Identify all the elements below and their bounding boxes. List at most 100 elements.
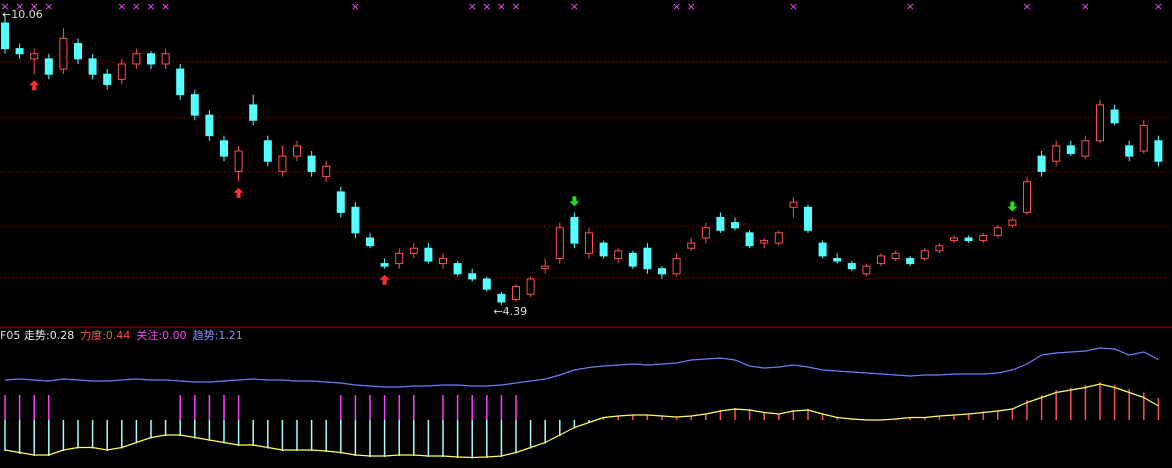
cross-marker: × [1154, 0, 1163, 13]
candle-body [804, 206, 812, 231]
cross-marker: × [161, 0, 170, 13]
candle-body [1154, 140, 1163, 162]
cross-marker: × [672, 0, 681, 13]
cross-marker: × [132, 0, 141, 13]
candle-body [993, 227, 1002, 236]
candle-body [570, 217, 579, 244]
cross-marker: × [117, 0, 126, 13]
cross-marker: × [497, 0, 506, 13]
cross-marker: × [0, 0, 9, 13]
legend-entry: 趋势:1.21 [193, 329, 243, 342]
candle-body [497, 293, 506, 303]
candle-body [628, 252, 637, 267]
low-label: ←4.39 [493, 305, 527, 318]
candle-body [935, 245, 944, 252]
legend-entry: 走势:0.28 [24, 329, 74, 342]
candle-body [555, 227, 564, 259]
candle-body [293, 145, 301, 157]
candle-body [307, 155, 316, 172]
candle-body [147, 53, 155, 65]
candle-body [424, 247, 433, 262]
candle-body [220, 140, 228, 157]
candle-body [249, 104, 258, 121]
candle-body [44, 58, 53, 75]
candle-body [74, 43, 82, 60]
candle-body [891, 252, 900, 259]
signal-up-arrow [29, 80, 40, 91]
candle-body [88, 58, 97, 75]
signal-up-arrow [233, 187, 244, 198]
candle-body [1110, 109, 1119, 124]
cross-marker: × [789, 0, 798, 13]
signal-down-arrow [569, 196, 580, 207]
candle-body [701, 227, 710, 239]
candle-body [205, 114, 214, 137]
candle-body [409, 247, 418, 254]
candle-body [847, 263, 856, 270]
candle-body [453, 263, 462, 275]
cross-marker: × [482, 0, 491, 13]
candle-body [818, 242, 827, 257]
candle-body [716, 217, 725, 231]
cross-marker: × [687, 0, 696, 13]
cross-marker: × [1022, 0, 1031, 13]
legend-entry: 关注:0.00 [136, 328, 186, 342]
candle-body [920, 250, 929, 259]
high-label: ←10.06 [2, 8, 43, 21]
candle-body [59, 37, 68, 70]
cross-marker: × [351, 0, 360, 13]
candle-body [322, 165, 331, 178]
cross-marker: × [15, 0, 24, 13]
cross-marker: × [30, 0, 39, 13]
candle-body [862, 265, 871, 275]
cross-marker: × [468, 0, 477, 13]
candle-body [1081, 140, 1090, 157]
cross-marker: × [570, 0, 579, 13]
cross-marker: × [511, 0, 520, 13]
cross-marker: × [906, 0, 915, 13]
candle-body [1037, 155, 1046, 172]
signal-up-arrow [379, 274, 390, 285]
candle-body [833, 257, 842, 262]
candle-body [774, 232, 783, 244]
candle-body [789, 201, 798, 208]
candle-body [30, 53, 39, 60]
candle-body [190, 94, 199, 116]
candle-body [964, 237, 973, 242]
candle-body [541, 265, 550, 270]
cross-marker: × [1081, 0, 1090, 13]
candle-body [599, 242, 608, 257]
candle-body [1008, 219, 1017, 226]
cross-marker: × [146, 0, 155, 13]
candle-body [979, 234, 988, 242]
candle-body [614, 250, 623, 259]
indicator-title: F05 [0, 329, 20, 342]
candle-body [658, 268, 666, 275]
candle-body [585, 232, 593, 254]
candle-body [1, 22, 9, 50]
candle-body [15, 48, 24, 55]
candle-body [263, 140, 272, 162]
candle-body [687, 242, 696, 249]
candle-body [760, 240, 769, 244]
candle-body [380, 263, 389, 267]
cross-marker: × [44, 0, 53, 13]
candle-body [1052, 145, 1061, 162]
candle-body [366, 237, 374, 247]
candle-body [439, 257, 447, 265]
candle-body [103, 73, 112, 85]
indicator-line [4, 383, 1159, 459]
candle-body [1096, 104, 1104, 142]
candle-body [906, 257, 915, 265]
candle-body [512, 286, 520, 300]
candle-body [161, 53, 170, 65]
candle-body [745, 232, 754, 247]
candle-body [643, 247, 652, 270]
legend-entry: 力度:0.44 [80, 328, 130, 342]
candle-body [1139, 124, 1148, 152]
candle-body [336, 191, 345, 213]
candle-body [176, 68, 185, 96]
candle-body [950, 237, 958, 242]
candle-body [672, 257, 681, 275]
candle-body [482, 278, 491, 290]
